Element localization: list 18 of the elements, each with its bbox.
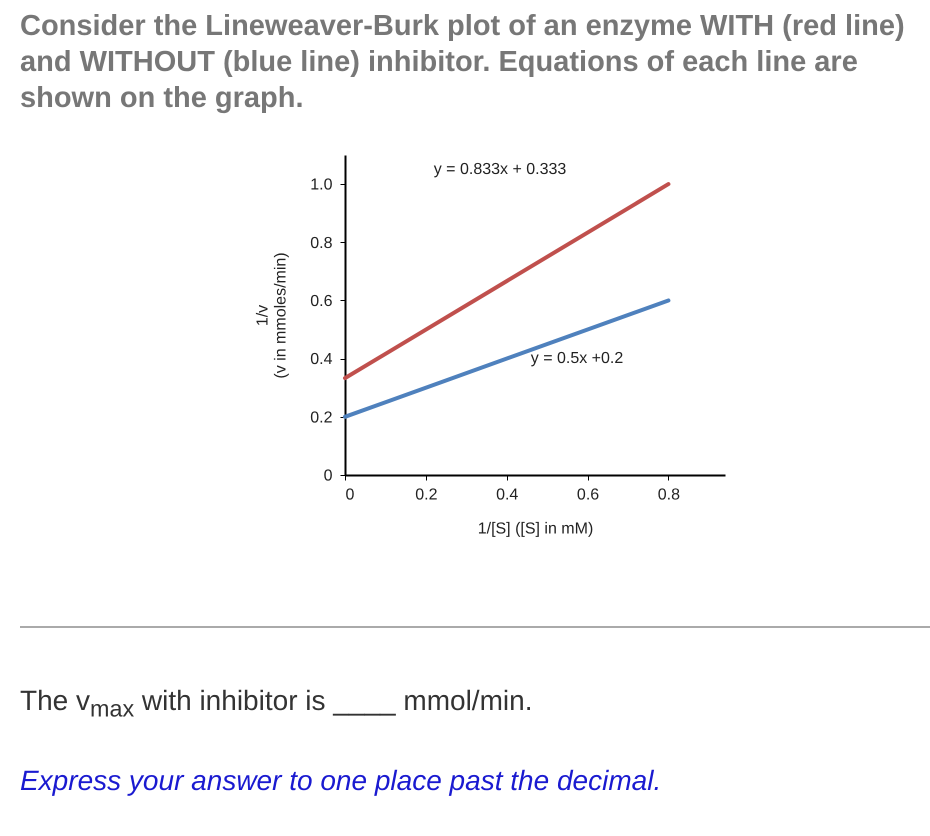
x-tick-label: 0 [346, 486, 354, 504]
y-tick-label: 0.4 [310, 351, 333, 368]
annotation: y = 0.833x + 0.333 [434, 161, 566, 178]
chart-title: Consider the Lineweaver-Burk plot of an enzyme WITH (red line) and WITHOUT (blue line) inhibitor. Equations of each line are shown on the graph. [20, 9, 906, 116]
annotation: y = 0.5x +0.2 [530, 350, 624, 367]
x-tick-label: 0.2 [415, 486, 438, 504]
text: The v$_{max}$ with inhibitor is ____ mmol/min. [20, 685, 532, 723]
y-axis-title: 1/v (v in mmoles/min) [254, 252, 290, 379]
y-tick-label: 0.6 [310, 292, 333, 310]
y-tick-label: 1.0 [310, 176, 333, 194]
text: Express your answer to one place past the decimal. [20, 765, 662, 797]
y-tick-label: 0.8 [310, 234, 333, 252]
y-tick-label: 0.2 [310, 409, 333, 426]
x-axis-title: 1/[S] ([S] in mM) [478, 520, 594, 538]
x-tick-label: 0.4 [496, 486, 518, 504]
y-tick-label: 0 [324, 468, 333, 484]
x-tick-label: 0.8 [658, 486, 680, 504]
x-tick-label: 0.6 [576, 486, 600, 504]
